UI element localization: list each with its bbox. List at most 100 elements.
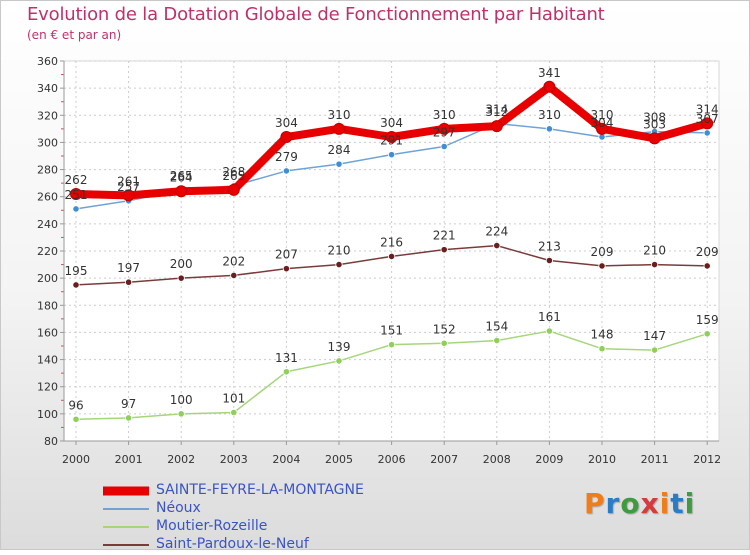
y-tick-label: 80: [44, 435, 58, 448]
data-label: 221: [433, 229, 456, 243]
y-tick-label: 180: [37, 299, 58, 312]
x-tick-label: 2007: [430, 453, 458, 466]
data-label: 224: [485, 225, 508, 239]
data-point: [545, 256, 554, 265]
x-tick-label: 2008: [483, 453, 511, 466]
data-label: 310: [328, 108, 351, 122]
data-label: 101: [222, 392, 245, 406]
x-tick-label: 2003: [220, 453, 248, 466]
data-label: 264: [170, 170, 193, 184]
axes: 80 100 120 140 160 180 200 220 240 260 280 300 320 34…: [37, 55, 721, 466]
data-point: [387, 151, 396, 159]
legend-swatch: [103, 486, 149, 496]
data-point: [177, 274, 185, 282]
data-point: [701, 117, 714, 130]
legend-swatch: [103, 526, 149, 528]
data-label: 312: [485, 105, 508, 119]
data-point: [703, 129, 711, 137]
data-label: 291: [380, 134, 403, 148]
data-label: 161: [538, 310, 561, 324]
data-label: 257: [117, 180, 140, 194]
line-chart: 80 100 120 140 160 180 200 220 240 260 280 300 320 34…: [37, 55, 721, 466]
x-tick-label: 2000: [62, 453, 90, 466]
data-point: [387, 341, 396, 349]
x-tick-label: 2002: [167, 453, 195, 466]
y-tick-label: 240: [37, 218, 58, 231]
data-point: [545, 327, 554, 335]
y-tick-label: 260: [37, 191, 58, 204]
data-label: 209: [591, 245, 614, 259]
data-label: 154: [485, 320, 508, 334]
legend-label: Saint-Pardoux-le-Neuf: [156, 536, 309, 552]
data-label: 262: [65, 173, 88, 187]
y-tick-label: 140: [37, 354, 58, 367]
chart-title: Evolution de la Dotation Globale de Fonc…: [27, 4, 605, 25]
data-point: [72, 205, 80, 213]
y-tick-label: 120: [37, 381, 58, 394]
data-label: 268: [222, 165, 245, 179]
legend-swatch: [103, 544, 149, 546]
y-tick-label: 160: [37, 326, 58, 339]
data-point: [125, 278, 133, 286]
y-tick-label: 220: [37, 245, 58, 258]
y-tick-label: 100: [37, 408, 58, 421]
data-label: 209: [696, 245, 719, 259]
data-point: [227, 183, 240, 196]
data-point: [703, 330, 711, 338]
data-point: [438, 122, 451, 135]
data-point: [280, 131, 293, 143]
data-point: [543, 80, 556, 93]
data-label: 148: [591, 328, 614, 342]
data-label: 210: [643, 244, 666, 258]
data-label: 200: [170, 257, 193, 271]
data-label: 213: [538, 240, 561, 254]
data-point: [545, 125, 554, 133]
series-lines: [70, 80, 714, 423]
data-point: [493, 241, 501, 250]
data-point: [282, 368, 290, 376]
data-label: 307: [696, 112, 719, 126]
data-point: [72, 415, 80, 423]
data-point: [703, 262, 711, 270]
chart-subtitle: (en € et par an): [27, 28, 122, 42]
data-label: 159: [696, 313, 719, 327]
data-label: 261: [117, 174, 140, 188]
data-label: 131: [275, 351, 298, 365]
data-point: [385, 131, 398, 143]
legend-label: Moutier-Rozeille: [156, 518, 268, 534]
y-tick-label: 280: [37, 164, 58, 177]
data-label: 341: [538, 66, 561, 80]
data-point: [493, 336, 501, 345]
data-point: [230, 408, 238, 417]
data-point: [387, 252, 396, 261]
data-point: [650, 260, 659, 269]
grid: [63, 60, 720, 442]
data-point: [333, 122, 345, 135]
data-label: 197: [117, 261, 140, 275]
data-label: 216: [380, 235, 403, 249]
data-label: 308: [643, 111, 666, 125]
data-label: 284: [328, 143, 351, 157]
y-tick-label: 340: [37, 82, 58, 95]
x-tick-label: 2010: [588, 453, 616, 466]
data-label: 100: [170, 393, 193, 407]
data-point: [490, 120, 503, 133]
data-label: 96: [68, 398, 83, 412]
data-point: [650, 346, 659, 354]
y-tick-label: 320: [37, 109, 58, 122]
data-point: [177, 410, 185, 418]
legend-label: SAINTE-FEYRE-LA-MONTAGNE: [156, 482, 364, 498]
x-tick-label: 2005: [325, 453, 353, 466]
data-label: 251: [65, 188, 88, 202]
data-label: 310: [591, 108, 614, 122]
data-point: [72, 281, 80, 289]
data-point: [440, 246, 448, 254]
data-point: [335, 260, 343, 269]
data-point: [335, 160, 343, 168]
data-label: 195: [65, 264, 88, 278]
data-point: [125, 414, 133, 422]
data-label: 139: [328, 340, 351, 354]
data-label: 210: [328, 244, 351, 258]
